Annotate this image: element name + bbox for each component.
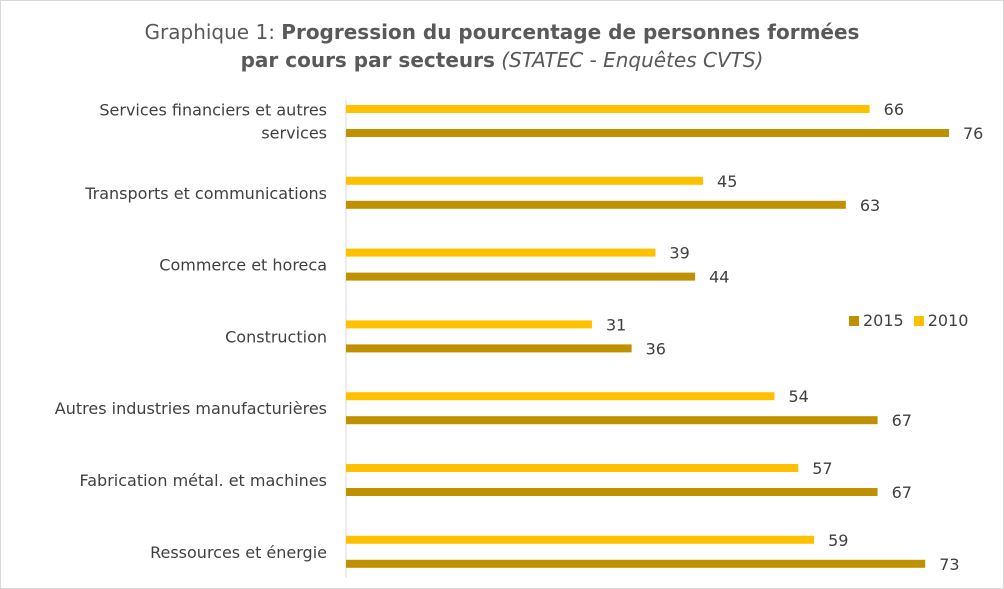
category-label: Ressources et énergie [150,543,327,562]
data-label-2015: 67 [892,483,912,502]
category-label: Services financiers et autres services [99,101,327,143]
data-label-2010: 54 [788,387,808,406]
chart-legend: 2015 2010 [849,311,968,330]
bar-2010 [346,464,799,472]
bar-2010 [346,320,592,329]
chart-title: Graphique 1: Progression du pourcentage … [0,18,1004,74]
data-label-2015: 73 [939,555,959,574]
title-bold-line2: par cours par secteurs [240,48,495,72]
title-line-2: par cours par secteurs (STATEC - Enquête… [0,46,1004,74]
title-bold-line1: Progression du pourcentage de personnes … [281,20,860,44]
data-label-2015: 76 [963,124,983,143]
bar-2010 [346,392,775,401]
title-prefix: Graphique 1: [144,20,282,44]
legend-item-2010: 2010 [913,311,969,330]
bar-2010 [346,105,870,113]
data-label-2010: 59 [828,531,848,550]
bar-2010 [346,176,704,185]
category-label: Autres industries manufacturières [55,399,327,418]
legend-swatch-2010 [913,315,924,326]
category-label: Commerce et horeca [159,256,327,275]
bar-2015 [346,200,846,209]
data-label-2015: 63 [860,196,880,215]
bar-2015 [346,488,878,496]
bar-2015 [346,344,632,353]
legend-swatch-2015 [849,315,859,326]
title-source: (STATEC - Enquêtes CVTS) [494,48,764,72]
bar-2015 [346,272,696,281]
data-label-2015: 44 [709,268,729,287]
legend-label-2015: 2015 [863,311,904,330]
bar-2015 [346,129,949,137]
bar-2010 [346,535,815,544]
category-label: Transports et communications [84,184,327,203]
data-label-2010: 66 [884,100,904,119]
data-label-2010: 39 [669,244,689,263]
data-label-2010: 31 [606,315,626,334]
data-label-2015: 36 [646,339,666,358]
category-label: Construction [225,327,327,346]
bar-2015 [346,559,926,568]
data-label-2010: 45 [717,172,737,191]
title-line-1: Graphique 1: Progression du pourcentage … [0,18,1004,46]
data-label-2010: 57 [812,459,832,478]
category-label: Fabrication métal. et machines [80,471,327,490]
bar-2015 [346,416,878,425]
legend-item-2015: 2015 [849,311,904,330]
bar-2010 [346,248,656,257]
data-label-2015: 67 [892,411,912,430]
legend-label-2010: 2010 [927,311,969,330]
